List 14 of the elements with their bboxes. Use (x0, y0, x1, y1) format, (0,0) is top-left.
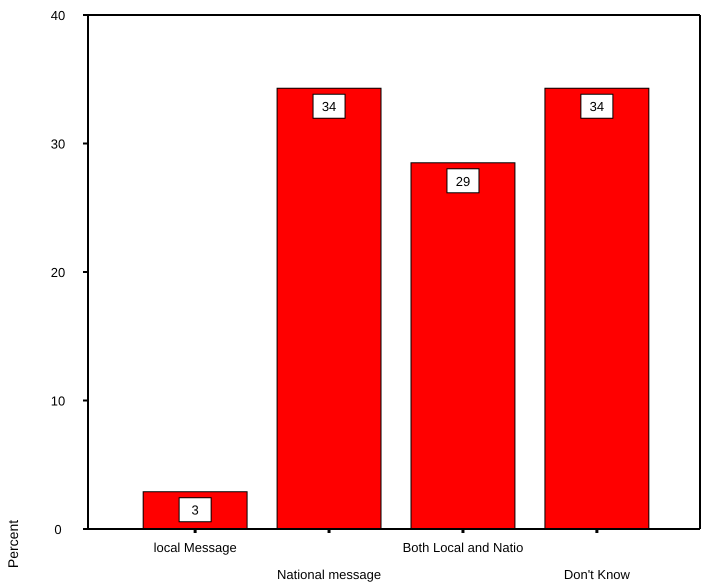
y-tick-label: 30 (50, 136, 66, 152)
x-tick-label: Don't Know (564, 567, 631, 582)
y-tick-label: 40 (50, 8, 66, 23)
x-tick-label: National message (277, 567, 382, 582)
data-label: 3 (192, 502, 199, 518)
y-tick-label: 0 (54, 522, 62, 537)
data-label: 29 (456, 174, 470, 189)
data-label: 34 (322, 99, 336, 114)
y-tick-label: 10 (50, 394, 66, 408)
data-label: 34 (590, 99, 604, 114)
y-axis-title: Percent (5, 520, 21, 568)
x-tick-label: local Message (154, 540, 237, 555)
y-tick-label: 20 (50, 265, 66, 280)
x-tick-label: Both Local and Natio (402, 540, 524, 555)
